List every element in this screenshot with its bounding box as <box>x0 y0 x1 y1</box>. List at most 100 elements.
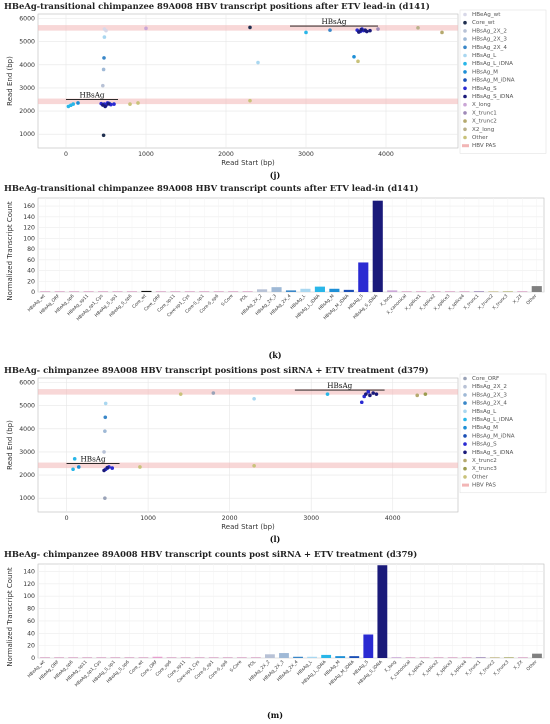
panel-label-j: (j) <box>269 170 281 180</box>
legend-entry: HBeAg_wt <box>472 12 501 18</box>
legend-swatch <box>462 483 469 487</box>
plot-area <box>37 563 545 659</box>
x-tick-label: 1000 <box>138 151 154 158</box>
y-tick-label: 60 <box>27 257 35 264</box>
bar-chart-m: HBeAg- chimpanzee 89A008 HBV transcript … <box>4 549 545 688</box>
y-tick-label: 80 <box>27 246 35 253</box>
y-tick-label: 40 <box>27 268 35 275</box>
bar <box>124 657 135 658</box>
bar <box>401 291 412 292</box>
legend-entry: HBV PAS <box>472 483 496 489</box>
hbsag-annotation: HBsAg <box>81 454 106 463</box>
legend-swatch <box>463 401 467 405</box>
bar <box>349 656 360 658</box>
bar <box>475 657 486 658</box>
legend-box <box>459 373 547 494</box>
data-point <box>101 67 106 72</box>
legend-swatch <box>463 384 467 389</box>
bar <box>459 291 470 292</box>
x-tick-label: HBsAg_M_iDNA <box>322 293 350 321</box>
y-tick-label: 1000 <box>19 131 35 138</box>
data-point <box>106 102 111 106</box>
x-tick-label: X_trunc3 <box>492 659 510 677</box>
legend-entry: Core_ORF <box>472 376 499 382</box>
legend-entry: HBsAg_2X_2 <box>472 28 507 34</box>
legend-entry: HBsAg_M <box>472 425 498 431</box>
hbsag-annotation: HBsAg <box>327 381 352 390</box>
bar <box>517 291 528 292</box>
bar <box>242 291 253 292</box>
x-tick-label: 1000 <box>140 515 156 522</box>
legend-entry: Core_wt <box>472 20 495 26</box>
bar <box>40 657 50 658</box>
hbsag-annotation: HBsAg <box>79 90 104 99</box>
scatter-chart-j: HBeAg-transitional chimpanzee 89A008 HBV… <box>4 1 547 167</box>
data-point <box>136 101 140 105</box>
bar <box>285 290 297 292</box>
bar <box>419 657 430 658</box>
bar <box>433 657 444 658</box>
legend-entry: HBsAg_2X_4 <box>472 401 507 407</box>
x-tick-label: POL <box>239 293 250 304</box>
bar <box>180 657 191 658</box>
bar <box>208 657 219 658</box>
legend-swatch <box>463 37 467 41</box>
bar <box>228 291 239 292</box>
data-point <box>110 466 115 470</box>
data-point <box>104 28 108 33</box>
legend-swatch <box>463 135 467 140</box>
data-point <box>76 465 81 469</box>
legend-entry: HBsAg_S_iDNA <box>472 450 514 456</box>
bar <box>82 657 93 658</box>
data-point <box>105 465 110 470</box>
legend-swatch <box>463 475 467 479</box>
bar <box>40 291 51 292</box>
data-point <box>144 26 148 31</box>
bar <box>363 634 374 658</box>
data-point <box>248 25 252 30</box>
panel-label-k: (k) <box>268 350 282 360</box>
data-point <box>352 54 356 59</box>
y-tick-label: 4000 <box>19 426 35 433</box>
data-point <box>102 450 106 454</box>
data-point <box>102 468 106 473</box>
bar <box>416 291 427 292</box>
data-point <box>71 102 75 106</box>
legend-entry: X2_long <box>472 127 495 133</box>
x-tick-label: 2000 <box>222 515 238 522</box>
legend-swatch <box>462 144 469 148</box>
bar <box>391 657 402 658</box>
data-point <box>356 59 360 64</box>
scatter-chart-l: HBeAg- chimpanzee 89A008 HBV transcript … <box>4 365 547 531</box>
bar <box>141 290 152 292</box>
x-tick-label: 0 <box>65 515 69 522</box>
data-point <box>103 104 107 109</box>
pas-band <box>38 25 458 31</box>
legend-swatch <box>463 466 467 471</box>
bar <box>358 262 369 292</box>
legend-entry: HBsAg_2X_3 <box>472 392 507 398</box>
scatter-panel-j: HBeAg-transitional chimpanzee 89A008 HBV… <box>0 0 550 168</box>
y-tick-label: 40 <box>27 630 35 637</box>
x-tick-label: 3000 <box>303 515 319 522</box>
legend-swatch <box>463 417 467 422</box>
bar <box>83 291 94 292</box>
y-tick-label: 5000 <box>19 403 35 410</box>
bar <box>503 657 514 658</box>
x-tick-label: HBsAg_M_iDNA <box>328 659 356 687</box>
y-tick-label: 20 <box>27 643 35 650</box>
legend-swatch <box>463 434 467 438</box>
y-tick-label: 140 <box>23 568 35 575</box>
data-point <box>366 390 371 394</box>
bar <box>444 291 456 292</box>
y-tick-label: 100 <box>23 235 35 242</box>
legend-swatch <box>463 102 467 107</box>
pas-band <box>38 462 458 469</box>
bar <box>300 288 311 292</box>
bar <box>532 653 542 658</box>
bar <box>335 656 346 658</box>
chart-title: HBeAg- chimpanzee 89A008 HBV transcript … <box>4 365 429 375</box>
y-axis-label: Normalized Transcript Count <box>6 567 14 667</box>
data-point <box>252 396 256 401</box>
data-point <box>304 30 308 35</box>
